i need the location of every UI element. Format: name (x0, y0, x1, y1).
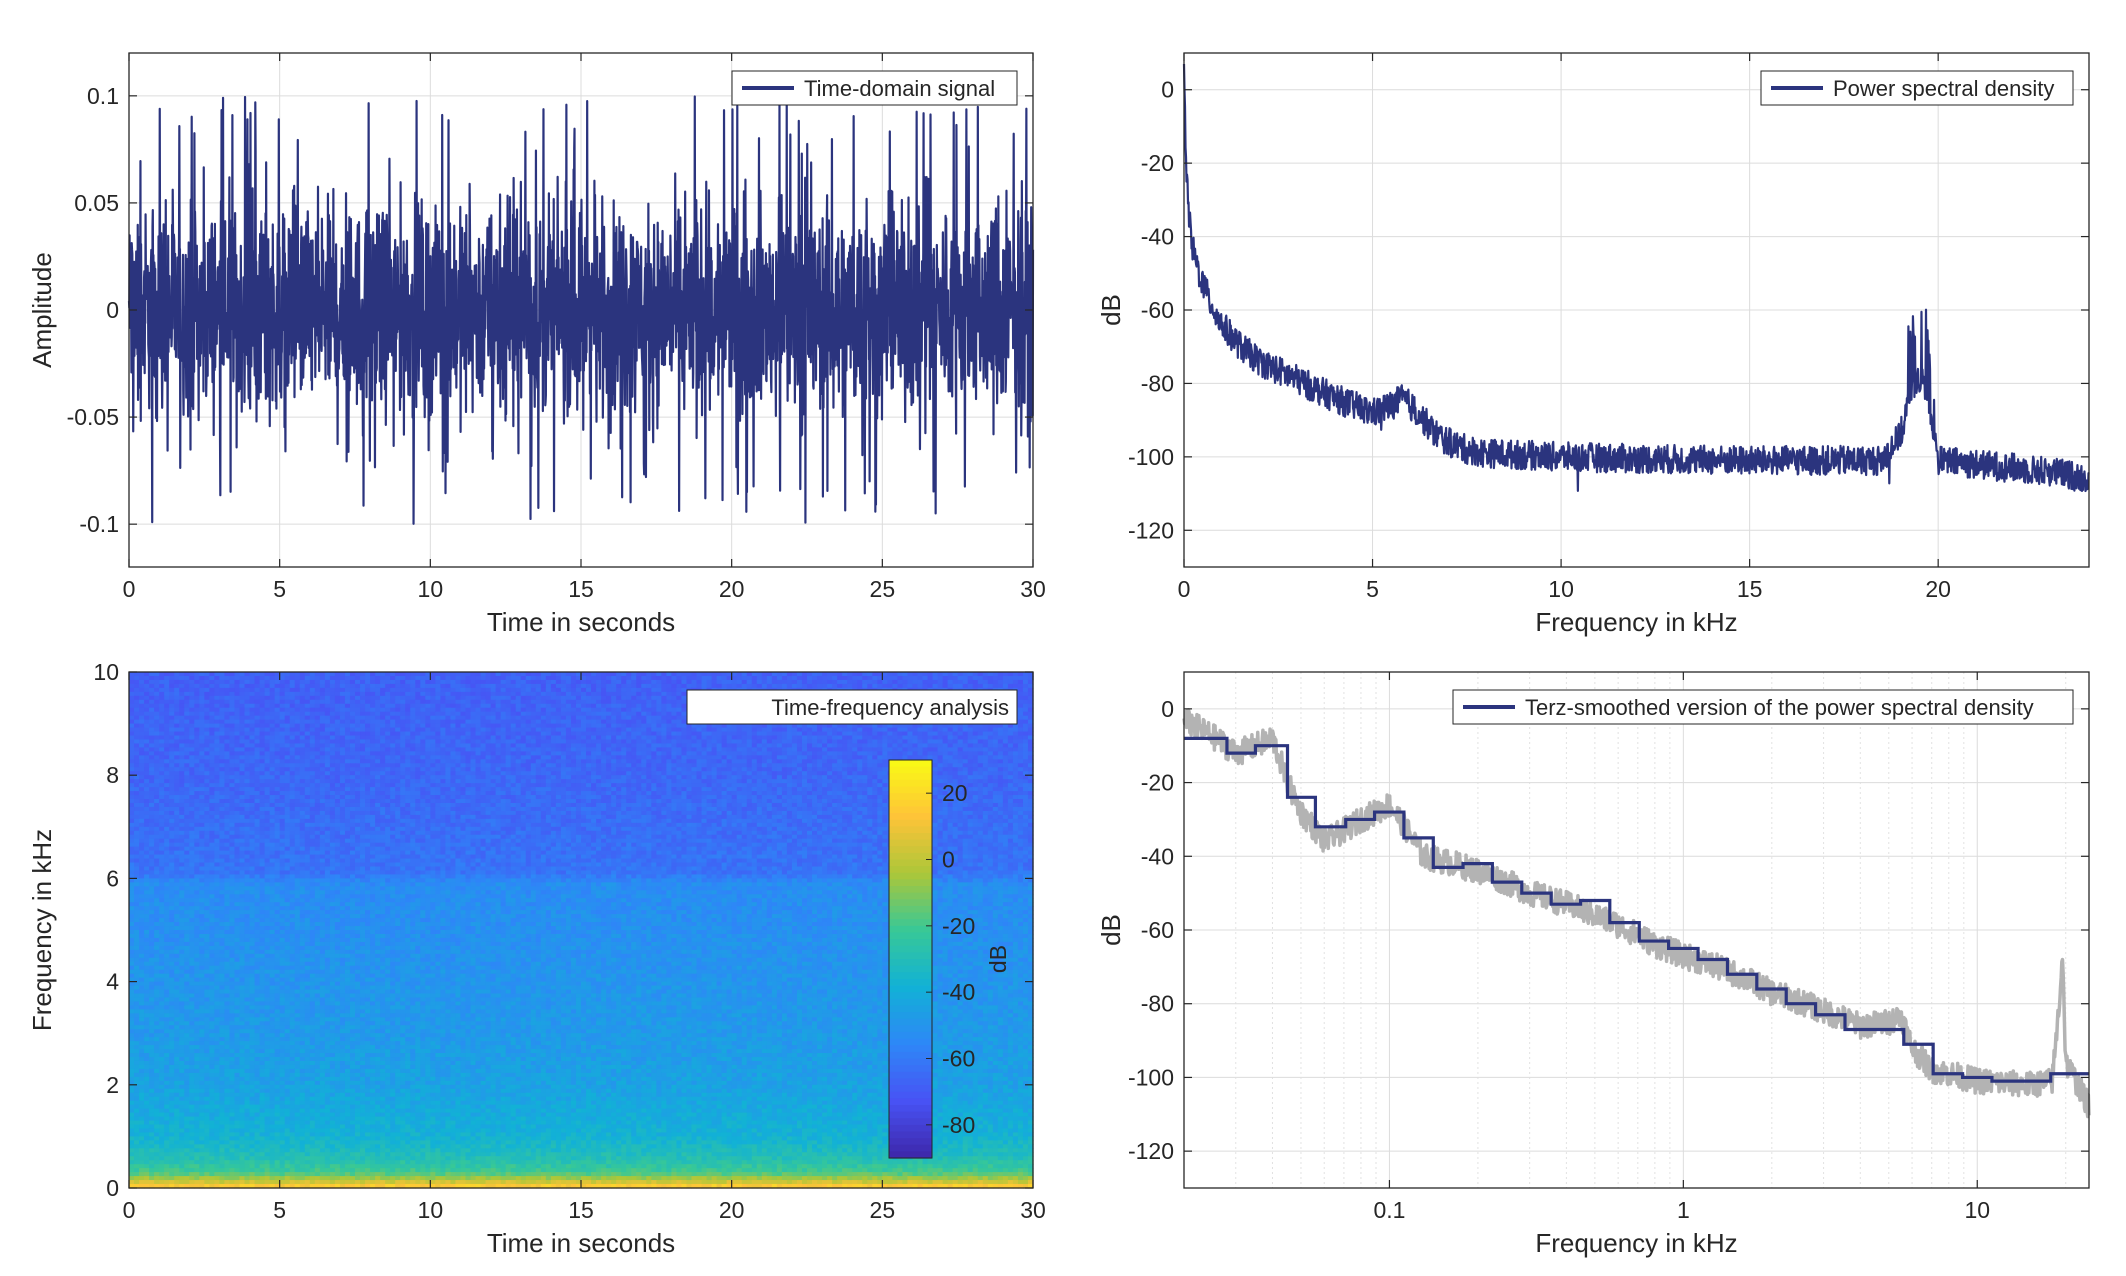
y-tick-label: 10 (93, 659, 119, 685)
x-axis-label: Frequency in kHz (1535, 1228, 1737, 1258)
y-tick-label: -120 (1128, 1138, 1174, 1164)
x-tick-label: 20 (719, 1197, 745, 1223)
x-tick-label: 30 (1020, 1197, 1046, 1223)
legend-label: Time-domain signal (804, 76, 995, 101)
legend: Power spectral density (1761, 71, 2073, 105)
legend: Terz-smoothed version of the power spect… (1453, 690, 2073, 724)
y-tick-label: 0 (106, 1175, 119, 1201)
y-tick-label: -40 (1141, 224, 1174, 250)
x-axis-label: Time in seconds (487, 607, 675, 637)
x-tick-label: 10 (418, 1197, 444, 1223)
x-tick-label: 0 (1178, 576, 1191, 602)
colorbar-tick-label: 0 (942, 847, 955, 873)
x-tick-label: 15 (568, 1197, 594, 1223)
y-tick-label: -100 (1128, 444, 1174, 470)
y-tick-label: -120 (1128, 517, 1174, 543)
legend-label: Power spectral density (1833, 76, 2054, 101)
x-tick-label: 10 (1964, 1197, 1990, 1223)
x-axis-label: Frequency in kHz (1535, 607, 1737, 637)
legend: Time-frequency analysis (687, 690, 1017, 724)
colorbar-tick-label: -20 (942, 913, 975, 939)
colorbar-tick-label: -80 (942, 1112, 975, 1138)
x-tick-label: 25 (870, 576, 896, 602)
x-axis-label: Time in seconds (487, 1228, 675, 1258)
y-tick-label: 0 (1161, 696, 1174, 722)
x-tick-label: 20 (719, 576, 745, 602)
y-tick-label: 6 (106, 865, 119, 891)
y-tick-label: 2 (106, 1072, 119, 1098)
y-tick-label: -0.1 (79, 511, 119, 537)
x-tick-label: 0.1 (1373, 1197, 1405, 1223)
y-axis-label: dB (1096, 294, 1126, 326)
colorbar-tick-label: 20 (942, 780, 968, 806)
x-tick-label: 30 (1020, 576, 1046, 602)
colorbar-tick-label: -40 (942, 979, 975, 1005)
x-tick-label: 1 (1677, 1197, 1690, 1223)
x-tick-label: 20 (1925, 576, 1951, 602)
y-tick-label: 0 (106, 297, 119, 323)
x-tick-label: 10 (1548, 576, 1574, 602)
x-tick-label: 15 (1737, 576, 1763, 602)
x-tick-label: 25 (870, 1197, 896, 1223)
x-tick-label: 0 (123, 1197, 136, 1223)
axes-2 (1184, 53, 2089, 567)
x-tick-label: 10 (418, 576, 444, 602)
y-tick-label: -80 (1141, 991, 1174, 1017)
y-axis-label: Frequency in kHz (27, 829, 57, 1031)
x-tick-label: 5 (273, 1197, 286, 1223)
y-tick-label: -80 (1141, 370, 1174, 396)
legend: Time-domain signal (732, 71, 1017, 105)
x-tick-label: 5 (1366, 576, 1379, 602)
colorbar-label: dB (985, 945, 1011, 973)
y-tick-label: -20 (1141, 150, 1174, 176)
y-tick-label: -100 (1128, 1064, 1174, 1090)
y-tick-label: -60 (1141, 297, 1174, 323)
x-tick-label: 15 (568, 576, 594, 602)
y-axis-label: dB (1096, 914, 1126, 946)
y-axis-label: Amplitude (27, 252, 57, 368)
y-tick-label: 0 (1161, 77, 1174, 103)
y-tick-label: -0.05 (67, 404, 119, 430)
y-tick-label: -60 (1141, 917, 1174, 943)
colorbar-tick-label: -60 (942, 1046, 975, 1072)
y-tick-label: 4 (106, 969, 119, 995)
x-tick-label: 5 (273, 576, 286, 602)
y-tick-label: 0.1 (87, 83, 119, 109)
y-tick-label: -20 (1141, 770, 1174, 796)
legend-label: Terz-smoothed version of the power spect… (1525, 695, 2034, 720)
y-tick-label: 0.05 (74, 190, 119, 216)
y-tick-label: -40 (1141, 843, 1174, 869)
legend-label: Time-frequency analysis (771, 695, 1009, 720)
x-tick-label: 0 (123, 576, 136, 602)
y-tick-label: 8 (106, 762, 119, 788)
